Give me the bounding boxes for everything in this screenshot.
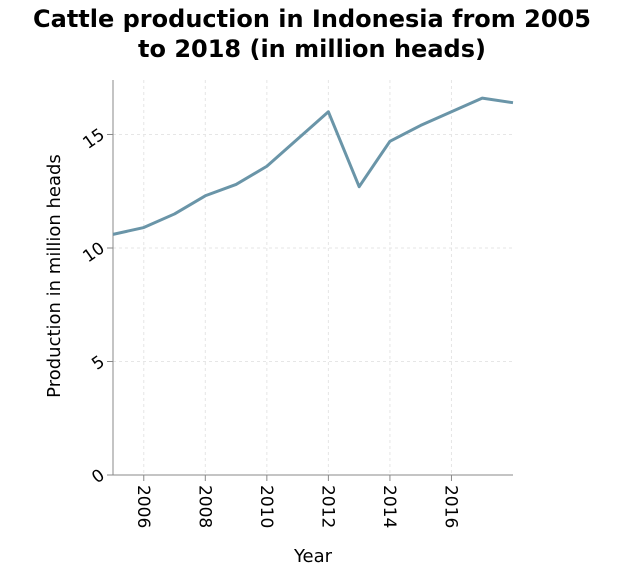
ticks: 2006 2008 2010 2012 2014 2016 0 5 10 15 [79,125,460,528]
y-tick-label: 5 [88,352,108,375]
series [112,96,514,236]
x-tick-label: 2014 [379,485,399,528]
y-tick-label: 0 [88,465,108,488]
x-axis-label: Year [293,546,333,567]
chart-title-line-2: to 2018 (in million heads) [138,35,486,63]
axes [112,80,513,476]
x-tick-label: 2012 [317,485,337,528]
series-line [112,96,514,236]
x-tick-label: 2016 [440,485,460,528]
x-tick-label: 2006 [133,485,153,528]
chart-title-line-1: Cattle production in Indonesia from 2005 [33,5,591,33]
y-tick-label: 10 [79,238,108,267]
y-axis-label: Production in million heads [44,154,65,398]
x-tick-label: 2008 [194,485,214,528]
chart-title: Cattle production in Indonesia from 2005… [0,4,624,64]
y-tick-label: 15 [79,125,108,154]
grid [113,80,513,475]
x-tick-label: 2010 [256,485,276,528]
